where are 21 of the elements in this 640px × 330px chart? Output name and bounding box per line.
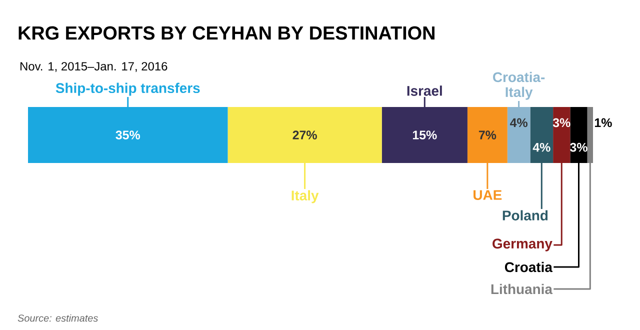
data-label: 27% [292, 130, 317, 140]
legend-label: Italy [292, 190, 319, 204]
data-label: 7% [478, 130, 496, 140]
text: Lithuania [491, 284, 553, 294]
data-label: 3% [552, 118, 570, 128]
text: Poland [502, 210, 548, 220]
data-label: 1% [594, 118, 612, 128]
text: Germany [492, 238, 552, 252]
data-label: 4% [532, 142, 550, 152]
legend-label: UAE [474, 190, 502, 200]
series-label: Israel [407, 86, 442, 96]
series-label: Ship-to-ship transfers [56, 82, 200, 96]
data-label: 35% [116, 130, 140, 140]
text: Croatia [504, 262, 553, 272]
chart-subtitle: Nov. 1, 2015–Jan. 17, 2016 [20, 62, 168, 72]
series-label: Croatia-Italy [493, 72, 545, 100]
data-label: 3% [570, 142, 588, 152]
source-note: Source: estimates [18, 314, 98, 322]
data-label: 4% [510, 118, 528, 128]
data-label: 15% [412, 130, 437, 140]
chart-title: KRG EXPORTS BY CEYHAN BY DESTINATION [18, 26, 434, 40]
